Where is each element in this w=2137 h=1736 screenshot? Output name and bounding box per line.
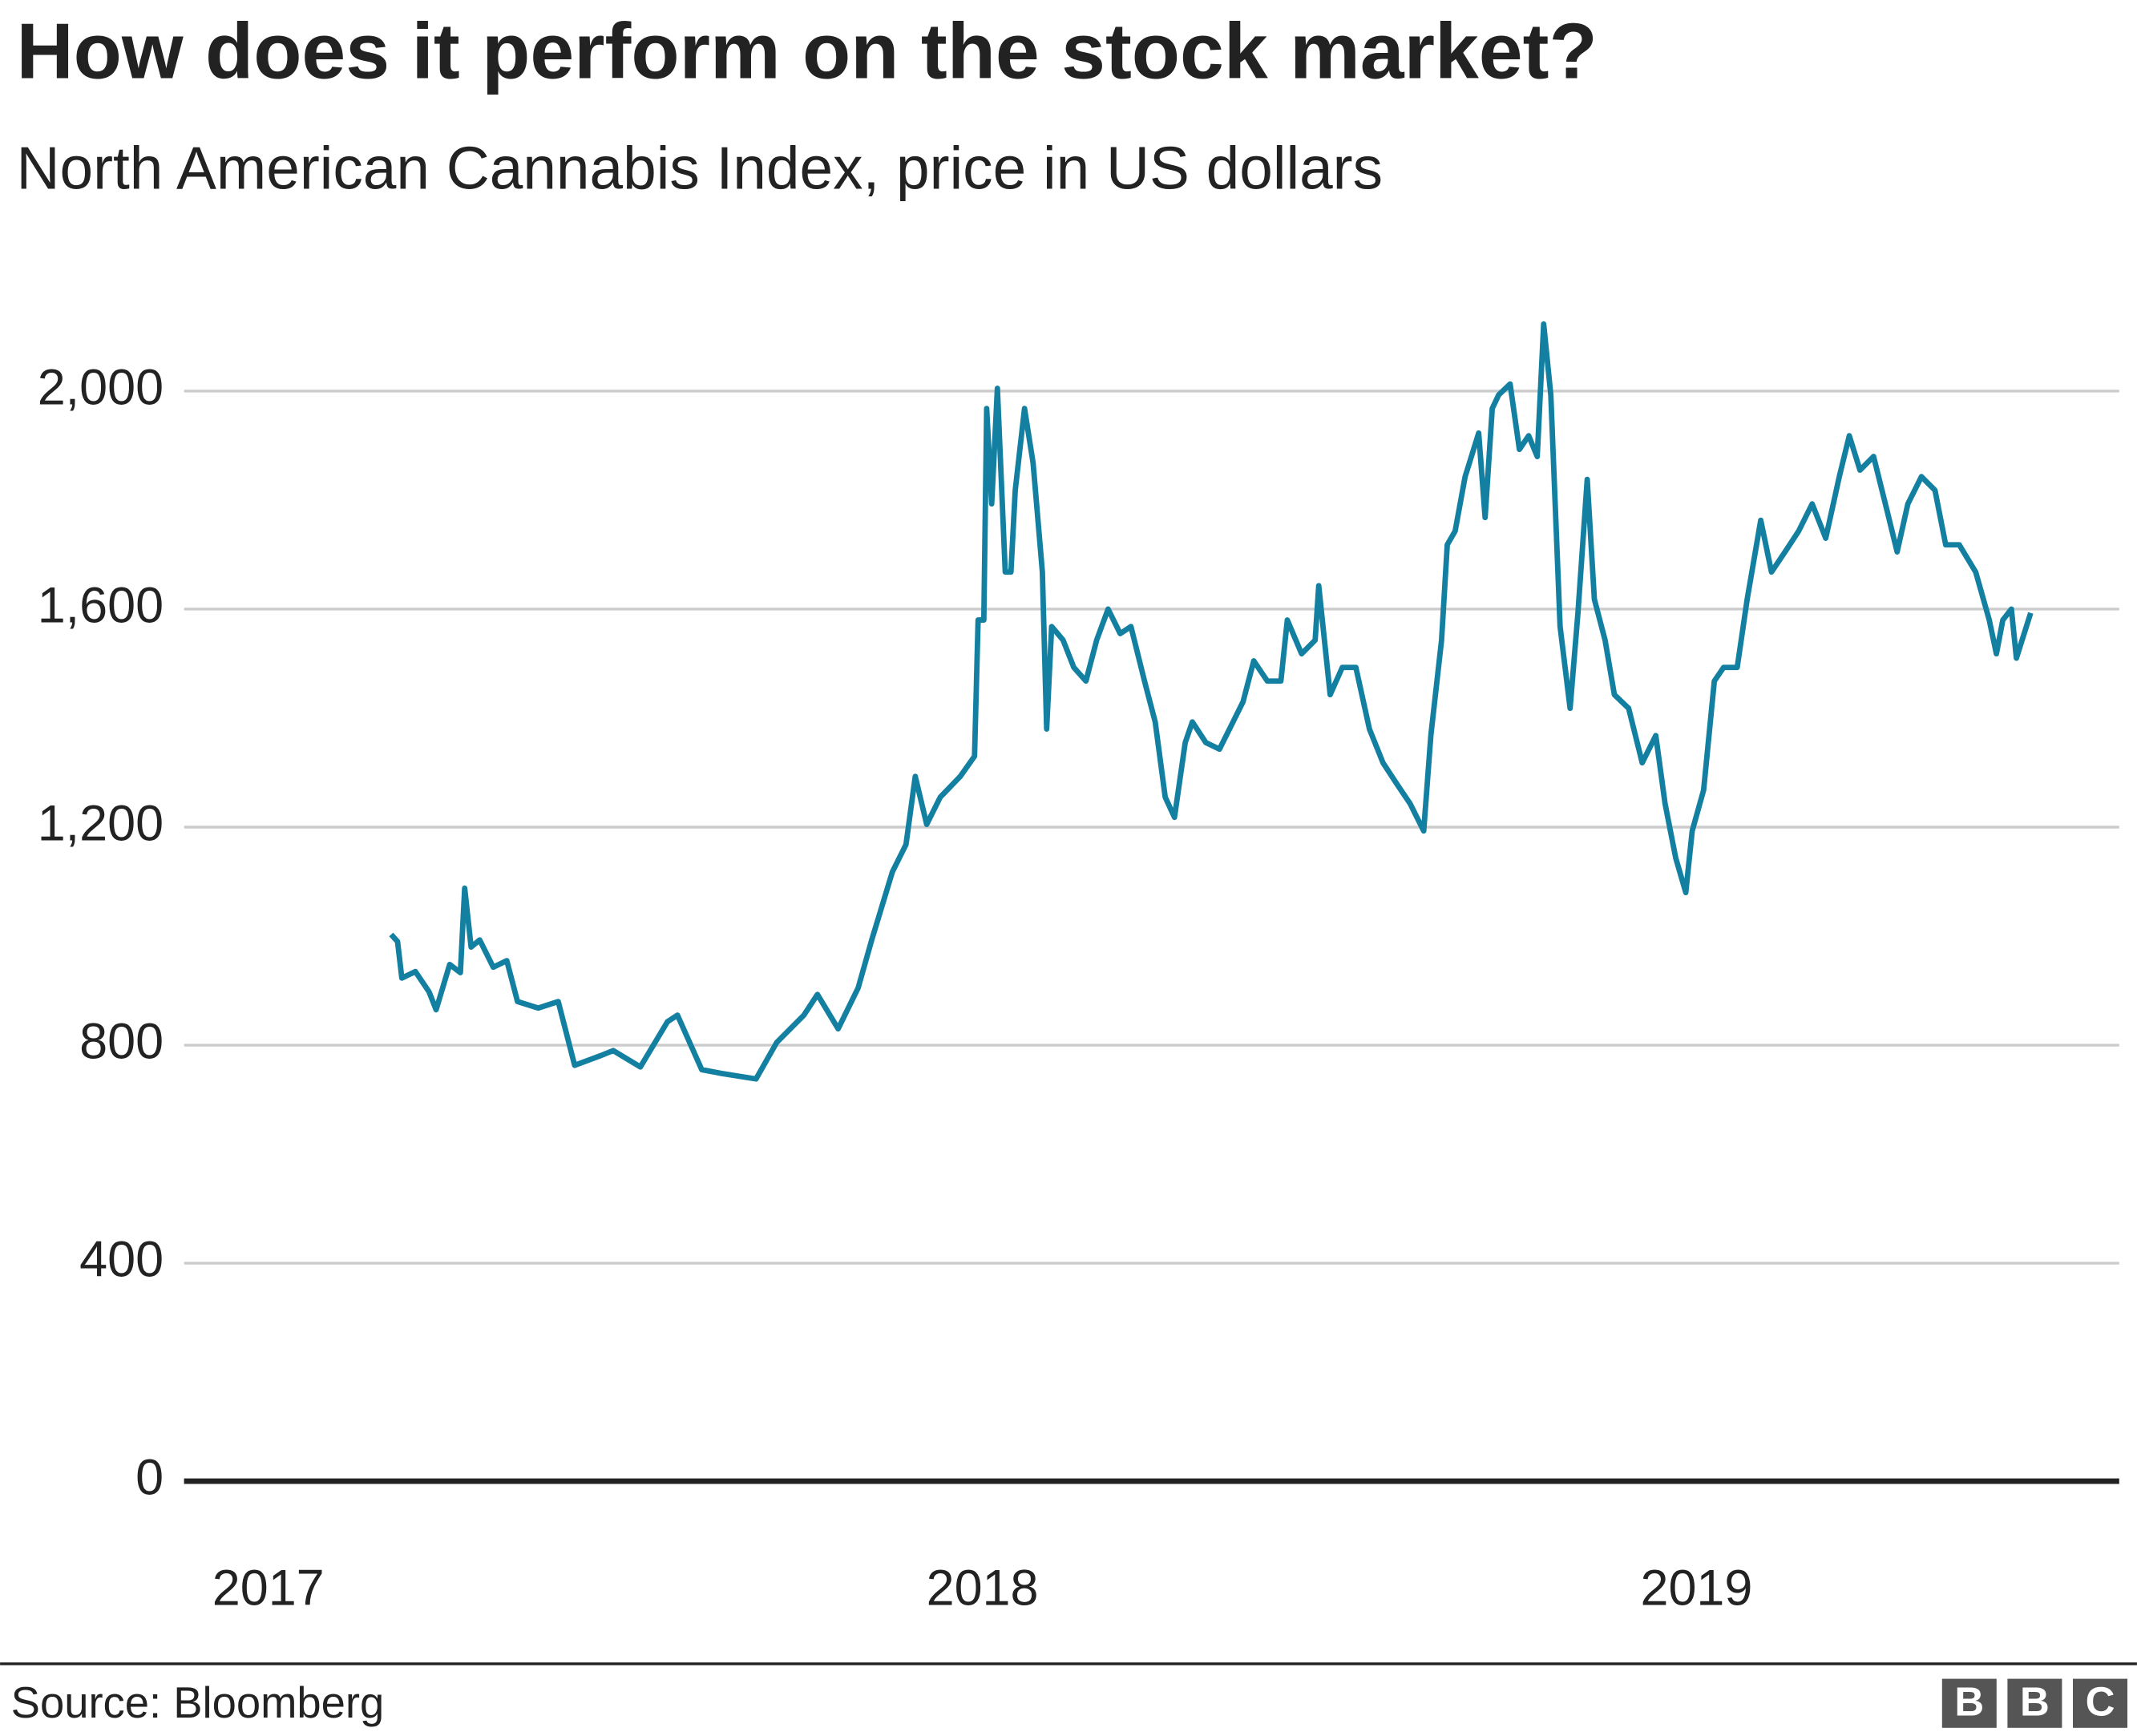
y-tick-label: 800 [79,1014,164,1070]
chart-title: How does it perform on the stock market? [16,6,1597,95]
logo-box [1941,1678,1997,1728]
source: Source: Bloomberg [11,1678,385,1727]
logo-letter: C [2086,1678,2115,1724]
x-tick-label: 2019 [1640,1560,1752,1616]
x-tick-label: 2018 [927,1560,1039,1616]
y-tick-label: 2,000 [38,360,164,416]
logo-letter: B [1954,1678,1984,1724]
bbc-logo: B B C [1941,1678,2128,1728]
y-tick-label: 400 [79,1232,164,1288]
chart-subtitle: North American Cannabis Index, price in … [16,135,1383,202]
x-tick-label: 2017 [212,1560,325,1616]
y-tick-label: 1,600 [38,578,164,634]
logo-letter: B [2020,1678,2050,1724]
logo-box [2007,1678,2062,1728]
y-tick-label: 1,200 [38,796,164,852]
price-line [389,321,2034,1082]
y-tick-label: 0 [135,1450,164,1506]
logo-box [2073,1678,2128,1728]
